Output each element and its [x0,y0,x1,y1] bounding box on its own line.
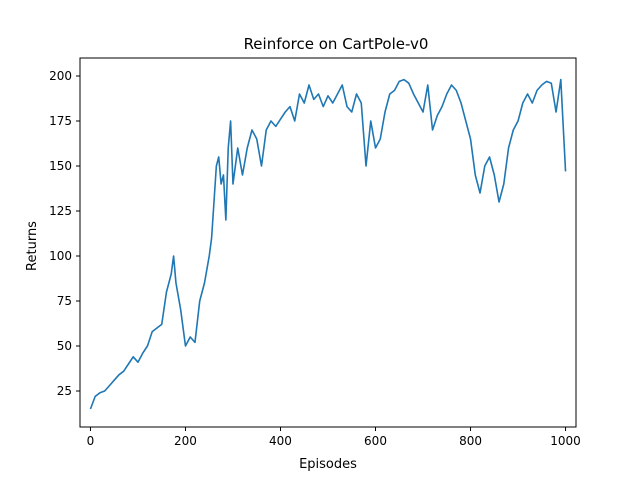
x-tick-label: 800 [459,434,482,448]
plot-frame [79,57,577,428]
y-tick-label: 50 [57,339,72,353]
x-tick-label: 200 [174,434,197,448]
x-tick-label: 0 [87,434,95,448]
chart-title: Reinforce on CartPole-v0 [244,35,429,53]
plot-area: 0 200 400 600 800 1000 25 50 75 100 125 150 175 200 [49,57,581,448]
y-tick-label: 175 [49,114,72,128]
y-tick-label: 100 [49,249,72,263]
y-axis-label: Returns [25,221,40,271]
y-tick-label: 200 [49,69,72,83]
x-tick-label: 400 [269,434,292,448]
series-line-0 [89,78,567,410]
x-tick-label: 1000 [550,434,581,448]
y-tick-label: 75 [57,294,72,308]
y-tick-label: 25 [57,384,72,398]
y-tick-label: 125 [49,204,72,218]
x-tick-label: 600 [364,434,387,448]
y-tick-label: 150 [49,159,72,173]
x-axis-label: Episodes [299,457,357,472]
